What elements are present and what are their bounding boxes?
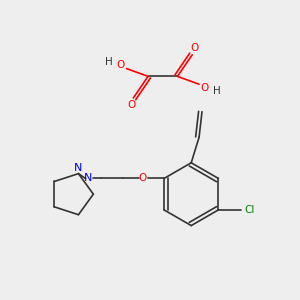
Text: O: O [116, 60, 125, 70]
Text: H: H [105, 57, 113, 67]
Text: O: O [127, 100, 136, 110]
Text: H: H [213, 86, 220, 96]
Text: O: O [190, 43, 198, 53]
Text: O: O [138, 173, 147, 184]
Text: Cl: Cl [244, 205, 255, 215]
Text: N: N [74, 163, 82, 173]
Text: O: O [201, 83, 209, 93]
Text: N: N [84, 173, 93, 184]
